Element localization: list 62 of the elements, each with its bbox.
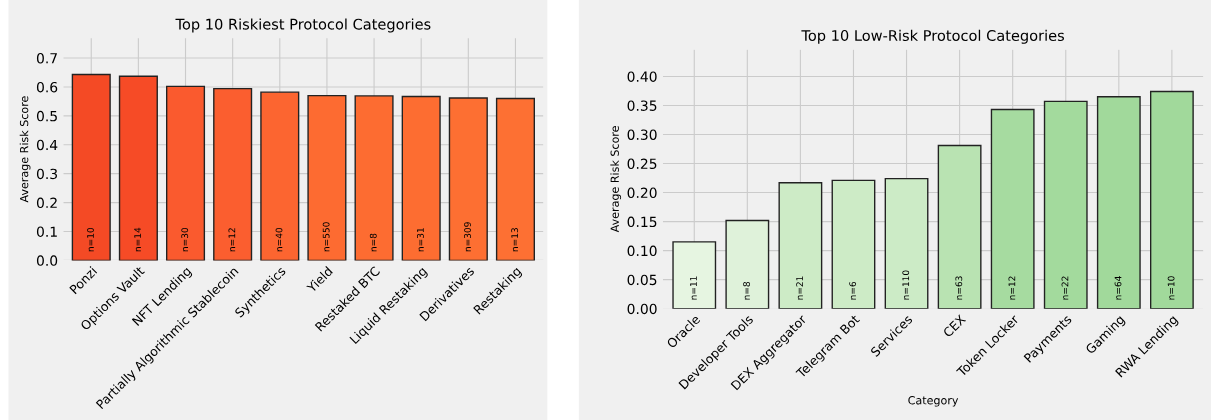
- y-tick-label: 0.15: [627, 216, 657, 228]
- y-tick-label: 0.35: [627, 100, 657, 111]
- bar: [354, 95, 394, 261]
- y-tick-label: 0.00: [627, 303, 657, 315]
- y-tick-label: 0.5: [36, 110, 57, 122]
- bar: [1149, 90, 1194, 309]
- annotation: n=12: [1008, 276, 1016, 300]
- annotation: n=63: [955, 276, 963, 300]
- bar: [1096, 96, 1141, 309]
- bar: [725, 219, 770, 309]
- bar: [884, 177, 929, 309]
- annotation: n=10: [1167, 276, 1175, 300]
- y-tick-label: 0.3: [36, 168, 57, 180]
- annotation: n=8: [369, 233, 377, 252]
- annotation: n=64: [1114, 276, 1122, 300]
- bar: [401, 95, 441, 261]
- y-tick-label: 0.10: [627, 245, 657, 257]
- annotation: n=14: [134, 227, 141, 252]
- annotation: n=30: [181, 227, 189, 252]
- annotation: n=309: [464, 222, 471, 252]
- y-tick-label: 0.2: [36, 197, 57, 209]
- annotation: n=40: [275, 227, 283, 252]
- annotation: n=10: [87, 227, 94, 252]
- y-tick-label: 0.1: [36, 226, 57, 237]
- y-tick-label: 0.6: [36, 81, 58, 93]
- annotation: n=22: [1061, 276, 1069, 300]
- y-tick-label: 0.25: [627, 158, 657, 170]
- annotation: n=21: [796, 276, 803, 300]
- y-tick-label: 0.20: [627, 187, 657, 199]
- annotation: n=13: [511, 228, 519, 252]
- bar: [71, 73, 111, 261]
- annotation: n=110: [902, 270, 910, 300]
- bar: [495, 97, 536, 261]
- y-tick-label: 0.40: [627, 71, 657, 82]
- bar: [672, 241, 717, 309]
- chart-title: Top 10 Riskiest Protocol Categories: [175, 18, 431, 33]
- bar: [307, 94, 347, 261]
- x-axis-title: Category: [908, 396, 959, 407]
- annotation: n=12: [228, 228, 236, 252]
- y-tick-label: 0.0: [36, 255, 58, 266]
- y-axis-title: Average Risk Score: [19, 96, 31, 203]
- chart-title: Top 10 Low-Risk Protocol Categories: [801, 29, 1065, 44]
- y-axis-title: Average Risk Score: [610, 126, 622, 233]
- bar: [990, 108, 1035, 309]
- bar: [213, 87, 253, 261]
- bar: [165, 85, 206, 261]
- y-tick-label: 0.7: [36, 53, 57, 64]
- annotation: n=550: [322, 222, 330, 252]
- annotation: n=6: [849, 281, 857, 300]
- bar: [778, 181, 823, 309]
- bar: [831, 179, 876, 309]
- annotation: n=11: [690, 276, 697, 300]
- bar: [448, 97, 488, 261]
- y-tick-label: 0.30: [627, 129, 657, 140]
- y-tick-label: 0.4: [36, 139, 58, 151]
- y-tick-label: 0.05: [627, 274, 657, 286]
- annotation: n=8: [743, 281, 750, 300]
- bar: [937, 144, 982, 309]
- bar: [1043, 100, 1088, 309]
- bar: [260, 91, 300, 261]
- bar: [118, 75, 158, 261]
- annotation: n=31: [416, 228, 424, 252]
